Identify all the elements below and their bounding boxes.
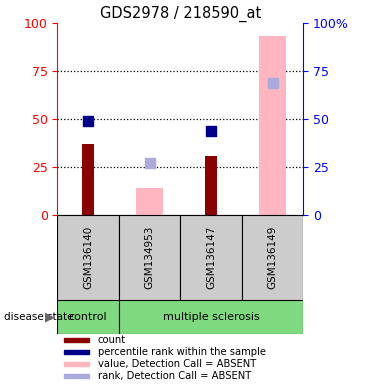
Text: count: count bbox=[98, 335, 126, 345]
Text: GSM136140: GSM136140 bbox=[83, 226, 93, 289]
Point bbox=[270, 79, 276, 86]
Bar bbox=[119, 215, 181, 300]
Bar bbox=[205, 156, 217, 215]
Bar bbox=[64, 338, 89, 342]
Bar bbox=[181, 215, 242, 300]
Bar bbox=[136, 188, 163, 215]
Point bbox=[208, 127, 214, 134]
Bar bbox=[259, 36, 286, 215]
Text: multiple sclerosis: multiple sclerosis bbox=[163, 312, 259, 322]
Bar bbox=[64, 350, 89, 354]
Text: ▶: ▶ bbox=[45, 310, 55, 323]
Text: percentile rank within the sample: percentile rank within the sample bbox=[98, 347, 266, 357]
Bar bbox=[57, 215, 119, 300]
Bar bbox=[64, 362, 89, 366]
Text: value, Detection Call = ABSENT: value, Detection Call = ABSENT bbox=[98, 359, 256, 369]
Point bbox=[147, 160, 152, 166]
Point bbox=[85, 118, 91, 124]
Text: rank, Detection Call = ABSENT: rank, Detection Call = ABSENT bbox=[98, 371, 251, 381]
Text: disease state: disease state bbox=[4, 312, 73, 322]
Bar bbox=[242, 215, 303, 300]
Bar bbox=[64, 374, 89, 378]
Text: GSM136149: GSM136149 bbox=[268, 225, 278, 289]
Text: GSM134953: GSM134953 bbox=[145, 225, 155, 289]
Text: control: control bbox=[69, 312, 107, 322]
Text: GSM136147: GSM136147 bbox=[206, 225, 216, 289]
Title: GDS2978 / 218590_at: GDS2978 / 218590_at bbox=[100, 5, 261, 22]
Bar bbox=[82, 144, 94, 215]
